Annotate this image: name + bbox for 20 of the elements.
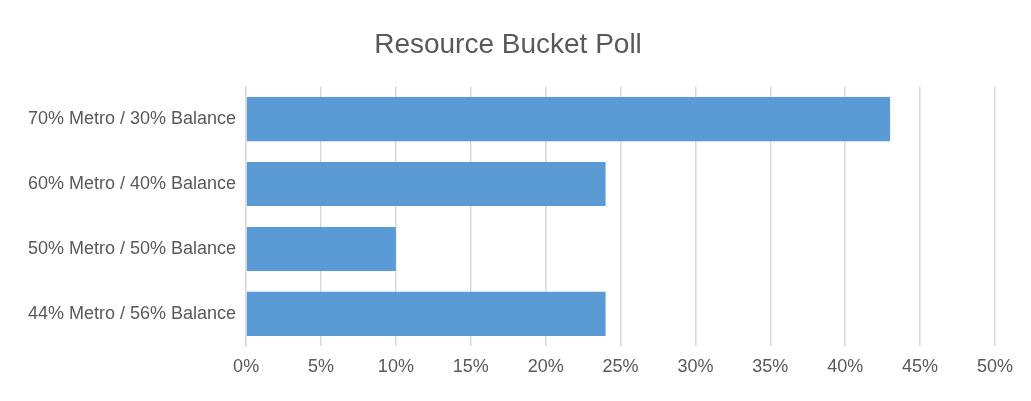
bar — [246, 226, 396, 272]
bar — [246, 96, 891, 142]
x-tick-label: 5% — [308, 356, 335, 377]
x-tick-label: 40% — [827, 356, 864, 377]
x-tick-label: 15% — [452, 356, 489, 377]
y-tick-label: 44% Metro / 56% Balance — [27, 302, 237, 323]
x-tick-label: 50% — [976, 356, 1013, 377]
x-tick-label: 20% — [527, 356, 564, 377]
y-tick-label: 70% Metro / 30% Balance — [27, 108, 237, 129]
x-tick-label: 45% — [902, 356, 939, 377]
bar — [246, 291, 606, 337]
x-tick-label: 0% — [233, 356, 260, 377]
x-tick-label: 25% — [602, 356, 639, 377]
chart-title: Resource Bucket Poll — [374, 27, 642, 59]
x-tick-label: 35% — [752, 356, 789, 377]
x-tick-label: 10% — [377, 356, 414, 377]
y-tick-label: 60% Metro / 40% Balance — [27, 172, 237, 193]
bar — [246, 161, 606, 207]
x-tick-label: 30% — [677, 356, 714, 377]
y-tick-label: 50% Metro / 50% Balance — [27, 237, 237, 258]
